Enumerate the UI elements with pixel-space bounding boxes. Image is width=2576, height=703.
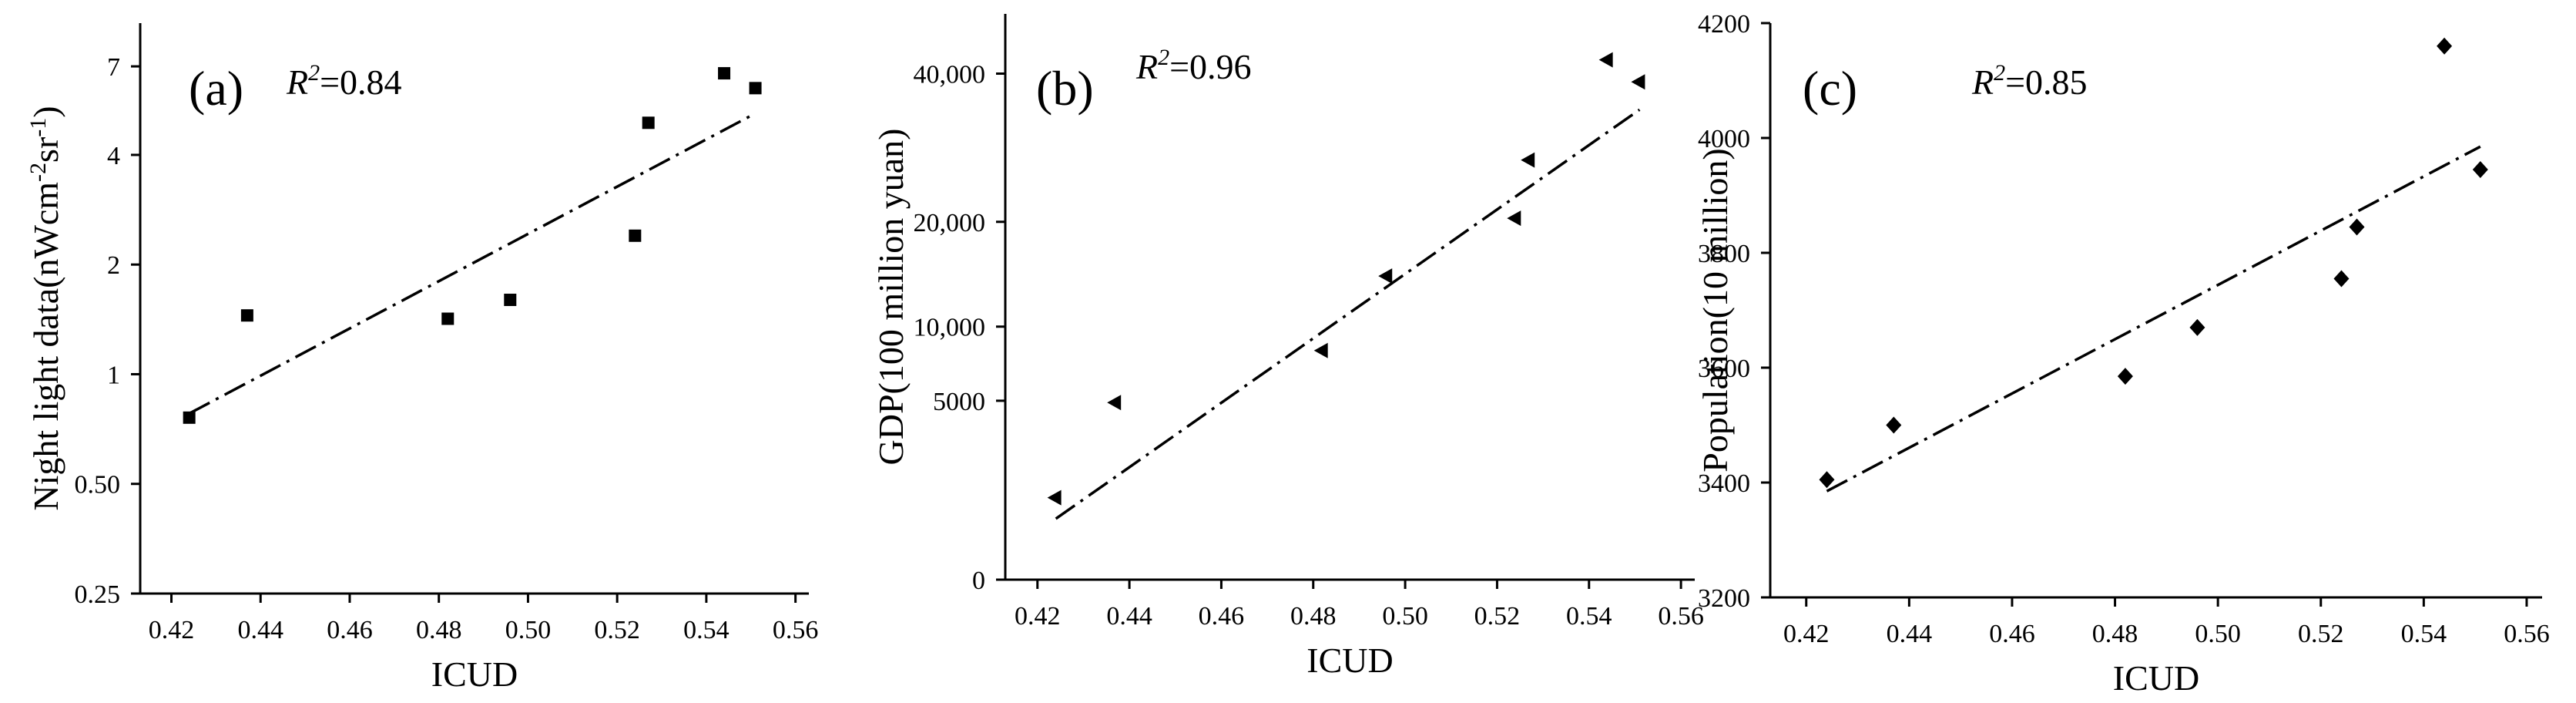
data-point: [1378, 268, 1393, 284]
chart-panel-1: 0.42 0.44 0.46 0.48 0.50 0.52 0.54 0.56 0.25 0.50…: [25, 23, 818, 694]
x-tick-label: 0.52: [594, 616, 640, 644]
data-point: [1107, 395, 1122, 411]
chart-panel-2: 0.42 0.44 0.46 0.48 0.50 0.52 0.54 0.56 0 5000 10,…: [871, 14, 1704, 680]
y-tick-label: 0.25: [75, 580, 121, 609]
x-tick-label: 0.50: [2195, 620, 2241, 648]
y-tick-label: 2: [107, 251, 120, 280]
regression-line: [1055, 108, 1641, 520]
data-point: [718, 67, 731, 80]
x-tick-label: 0.54: [683, 616, 730, 644]
y-tick-label: 3400: [1698, 469, 1750, 498]
data-point: [504, 294, 517, 307]
y-tick-label: 3600: [1698, 355, 1750, 383]
x-tick-label: 0.44: [1887, 620, 1933, 648]
x-tick-label: 0.50: [505, 616, 552, 644]
x-axis-title: ICUD: [1306, 641, 1393, 680]
y-axis-title: Population(10 million): [1696, 148, 1735, 472]
data-point: [2349, 218, 2365, 236]
x-tick-label: 0.56: [773, 616, 819, 644]
y-tick-label: 4000: [1698, 125, 1750, 153]
regression-line: [1826, 145, 2481, 493]
data-point: [749, 82, 762, 95]
x-tick-label: 0.44: [237, 616, 283, 644]
x-tick-label: 0.48: [1290, 602, 1337, 631]
data-point: [1047, 489, 1062, 506]
x-tick-label: 0.42: [1783, 620, 1830, 648]
r-squared-label: R2=0.85: [1971, 60, 2088, 102]
data-point: [1521, 152, 1535, 168]
data-point: [240, 309, 253, 322]
x-axis-title: ICUD: [431, 654, 518, 694]
data-point: [2437, 37, 2453, 55]
x-axis-title: ICUD: [2113, 658, 2199, 698]
x-tick-label: 0.46: [1989, 620, 2035, 648]
data-point: [1819, 471, 1835, 489]
y-tick-label: 4200: [1698, 10, 1750, 39]
x-tick-label: 0.42: [149, 616, 195, 644]
y-tick-label: 10,000: [914, 314, 986, 342]
data-point: [1507, 210, 1521, 227]
r-squared-label: R2=0.96: [1135, 45, 1252, 86]
y-tick-label: 5000: [933, 388, 985, 416]
x-tick-label: 0.54: [2401, 620, 2447, 648]
y-tick-label: 3200: [1698, 584, 1750, 613]
x-tick-label: 0.52: [2298, 620, 2344, 648]
data-point: [183, 411, 196, 424]
data-point: [2189, 318, 2205, 336]
y-tick-label: 0.50: [75, 471, 121, 500]
y-tick-label: 4: [107, 142, 120, 170]
y-axis-title: GDP(100 million yuan): [871, 129, 911, 466]
panel-label: (a): [189, 61, 243, 116]
data-point: [1886, 416, 1902, 434]
data-point: [1598, 52, 1613, 68]
y-tick-label: 7: [107, 53, 120, 82]
x-tick-label: 0.52: [1474, 602, 1521, 631]
x-tick-label: 0.46: [327, 616, 373, 644]
y-axis-title: Night light data(nWcm-2sr-1): [25, 106, 65, 510]
data-point: [1313, 342, 1328, 358]
data-point: [2472, 160, 2488, 178]
x-tick-label: 0.54: [1566, 602, 1612, 631]
x-tick-label: 0.48: [2092, 620, 2138, 648]
x-tick-label: 0.56: [2504, 620, 2550, 648]
data-point: [2333, 270, 2350, 288]
x-tick-label: 0.42: [1015, 602, 1061, 631]
data-point: [629, 229, 642, 242]
panel-label: (c): [1803, 61, 1857, 116]
y-tick-label: 0: [972, 567, 985, 595]
regression-line: [188, 112, 756, 415]
panel-label: (b): [1036, 61, 1094, 116]
y-tick-label: 3800: [1698, 240, 1750, 268]
data-point: [642, 116, 655, 130]
x-tick-label: 0.46: [1199, 602, 1245, 631]
y-tick-label: 1: [107, 361, 120, 389]
y-tick-label: 20,000: [914, 209, 986, 237]
chart-panel-3: 0.42 0.44 0.46 0.48 0.50 0.52 0.54 0.56 3200 3400…: [1696, 10, 2550, 698]
x-tick-label: 0.44: [1106, 602, 1152, 631]
data-point: [441, 312, 454, 325]
x-tick-label: 0.50: [1382, 602, 1428, 631]
data-point: [1631, 74, 1645, 90]
data-point: [2117, 368, 2133, 385]
x-tick-label: 0.48: [416, 616, 462, 644]
y-tick-label: 40,000: [914, 60, 986, 89]
r-squared-label: R2=0.84: [286, 60, 402, 102]
x-tick-label: 0.56: [1658, 602, 1704, 631]
